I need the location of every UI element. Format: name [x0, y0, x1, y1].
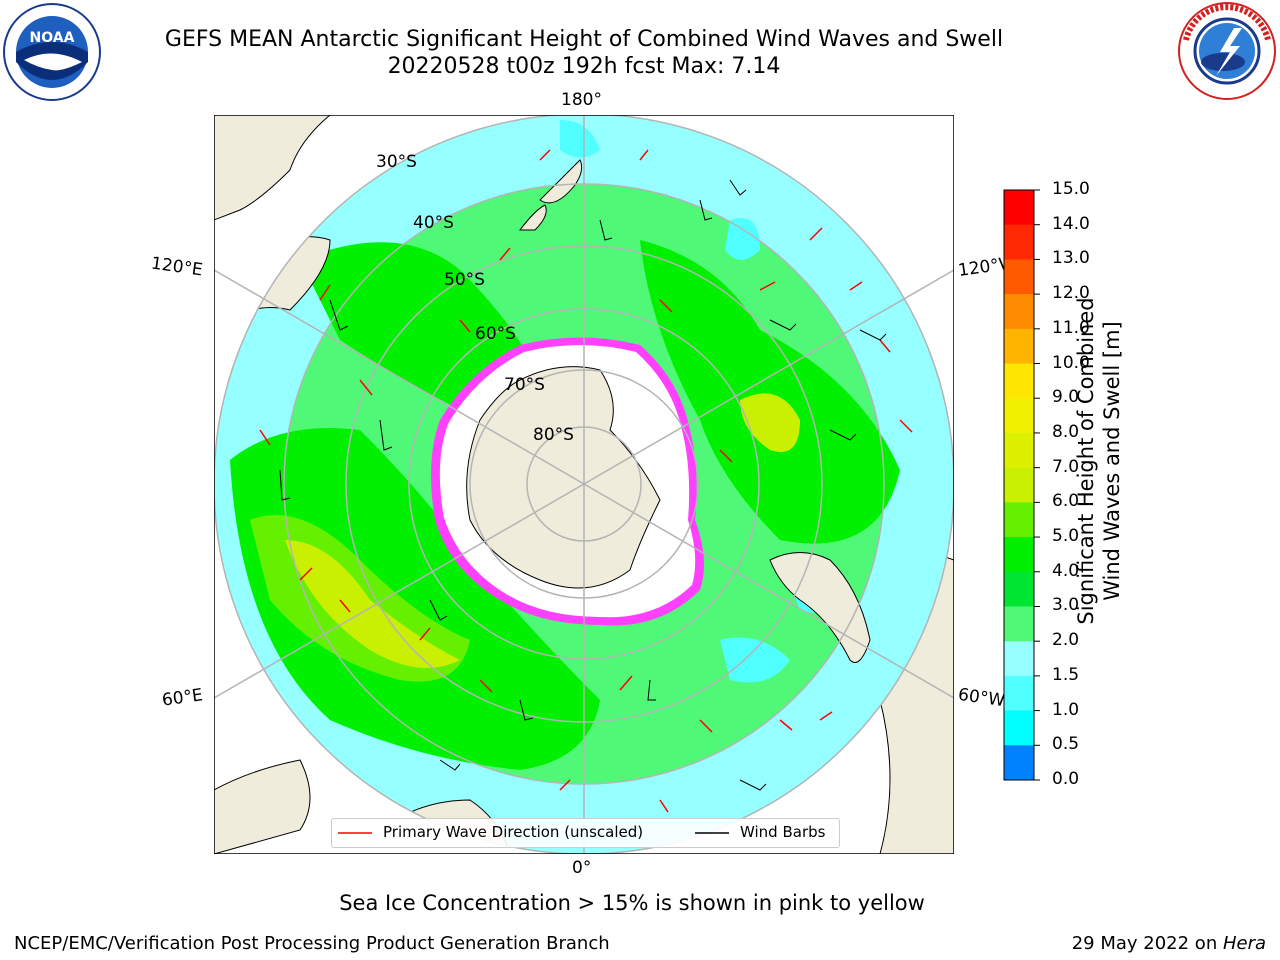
wave-arrows: [259, 149, 913, 813]
colorbar-segment: [1004, 641, 1034, 677]
map-legend: Primary Wave Direction (unscaled) Wind B…: [331, 818, 840, 848]
colorbar-segment: [1004, 432, 1034, 469]
colorbar-tick-label: 15.0: [1052, 179, 1090, 199]
wind-barbs: [279, 179, 887, 791]
colorbar-segment: [1004, 710, 1034, 746]
colorbar-segment: [1004, 675, 1034, 712]
colorbar-tick-label: 10.0: [1052, 352, 1090, 373]
lon-label-180: 180°: [561, 90, 602, 110]
noaa-logo: NOAA: [3, 3, 101, 101]
footer-host: Hera: [1222, 933, 1266, 954]
colorbar-tick-label: 12.0: [1052, 283, 1090, 304]
colorbar-segment: [1004, 537, 1034, 573]
colorbar-tick-label: 1.0: [1052, 699, 1080, 720]
nws-logo: [1178, 2, 1276, 100]
colorbar-tick-label: 5.0: [1052, 526, 1080, 547]
colorbar-tick-label: 7.0: [1052, 456, 1080, 477]
colorbar-tick-label: 4.0: [1052, 560, 1080, 581]
colorbar-segment: [1004, 398, 1034, 434]
colorbar-tick-label: 14.0: [1052, 213, 1090, 234]
colorbar-tick-label: 1.5: [1052, 664, 1080, 685]
colorbar-tick-label: 3.0: [1052, 595, 1080, 616]
colorbar-segment: [1004, 363, 1034, 399]
footer-date-text: 29 May 2022 on: [1071, 933, 1223, 954]
wave-direction-swatch: [338, 832, 372, 834]
colorbar-tick-label: 6.0: [1052, 491, 1080, 512]
colorbar-segment: [1004, 224, 1034, 260]
noaa-logo-text: NOAA: [30, 30, 75, 46]
colorbar-segment: [1004, 467, 1034, 503]
colorbar: [1003, 189, 1040, 781]
colorbar-segment: [1004, 745, 1034, 781]
colorbar-tick-label: 8.0: [1052, 421, 1080, 442]
lat-label-60s: 60°S: [475, 324, 516, 344]
colorbar-label-line2: Wind Waves and Swell [m]: [1100, 321, 1124, 601]
lon-label-0: 0°: [572, 858, 592, 878]
colorbar-tick-label: 11.0: [1052, 317, 1090, 338]
ice-note: Sea Ice Concentration > 15% is shown in …: [339, 891, 925, 915]
colorbar-segment: [1004, 259, 1034, 295]
colorbar-segment: [1004, 190, 1034, 226]
lat-label-30s: 30°S: [376, 152, 417, 172]
colorbar-segment: [1004, 606, 1034, 642]
colorbar-segment: [1004, 294, 1034, 330]
colorbar-label-line1: Significant Height of Combined: [1074, 297, 1098, 625]
footer-date: 29 May 2022 on Hera: [1072, 933, 1266, 954]
colorbar-segment: [1004, 502, 1034, 538]
chart-title: GEFS MEAN Antarctic Significant Height o…: [164, 27, 1004, 52]
colorbar-tick-label: 0.5: [1052, 734, 1080, 755]
colorbar-frame: [1003, 189, 1035, 781]
legend-wave-label: Primary Wave Direction (unscaled): [383, 823, 644, 841]
lat-label-50s: 50°S: [444, 270, 485, 290]
lat-label-40s: 40°S: [413, 213, 454, 233]
colorbar-tick-label: 0.0: [1052, 769, 1080, 789]
lat-label-70s: 70°S: [504, 375, 545, 395]
colorbar-tick-label: 2.0: [1052, 630, 1080, 651]
colorbar-segment: [1004, 328, 1034, 365]
lat-label-80s: 80°S: [533, 425, 574, 445]
colorbar-segment: [1004, 571, 1034, 607]
colorbar-tick-label: 9.0: [1052, 387, 1080, 408]
colorbar-tick-label: 13.0: [1052, 248, 1090, 269]
chart-subtitle: 20220528 t00z 192h fcst Max: 7.14: [387, 54, 781, 79]
wind-barb-swatch: [695, 832, 729, 834]
legend-barb-label: Wind Barbs: [740, 823, 826, 841]
footer-credit: NCEP/EMC/Verification Post Processing Pr…: [14, 933, 610, 954]
